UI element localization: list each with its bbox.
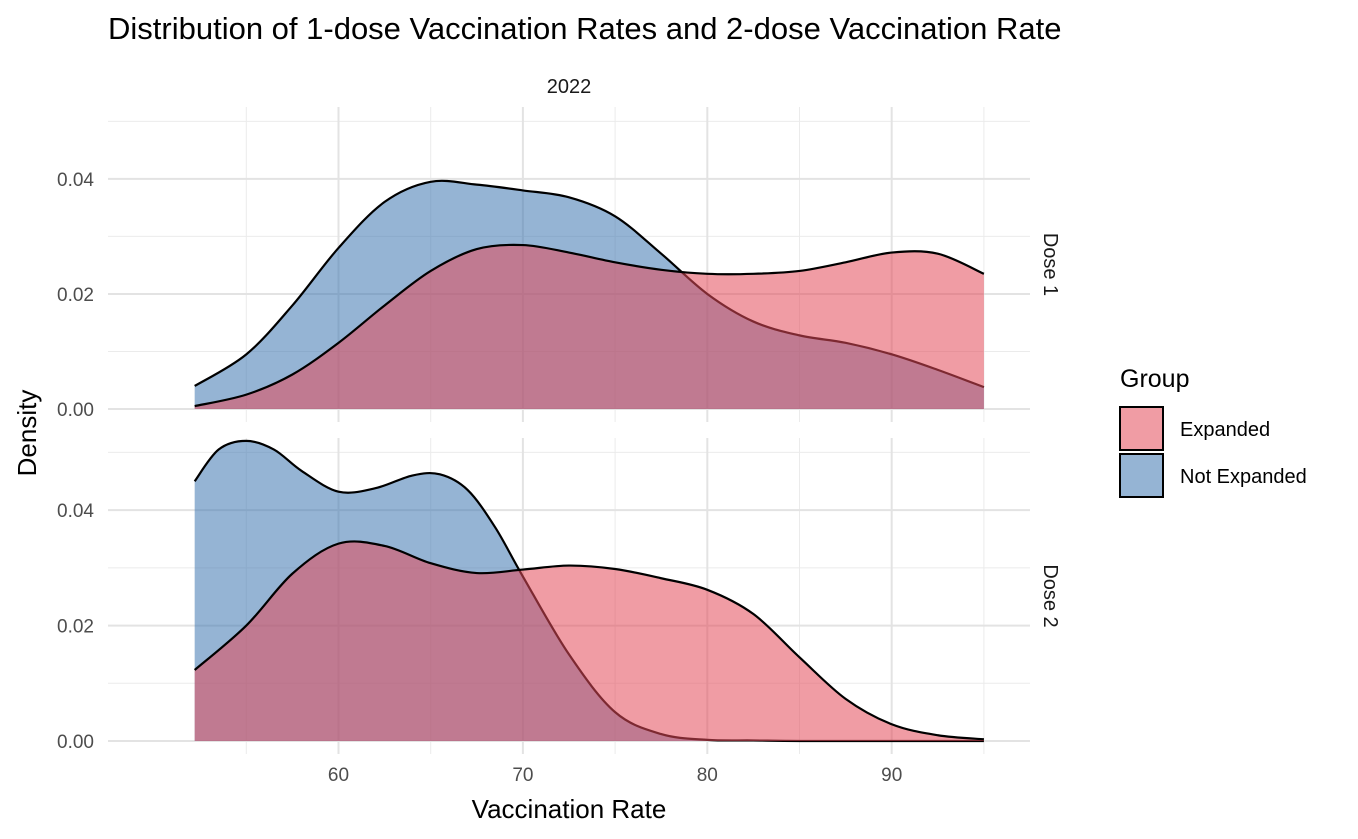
x-tick-label: 80 (697, 765, 718, 786)
y-tick-label: 0.04 (57, 170, 94, 191)
legend-label: Not Expanded (1180, 466, 1307, 488)
row-strip-label: Dose 2 (1039, 564, 1061, 627)
legend-title: Group (1120, 365, 1189, 393)
density-area-expanded (194, 244, 984, 409)
column-strip-label: 2022 (547, 76, 592, 98)
panel-2: 0.00 0.02 0.04 Dose 2 (57, 438, 1061, 754)
y-axis-title: Density (12, 390, 42, 477)
density-line-expanded (194, 243, 985, 408)
density-line-expanded (193, 540, 984, 741)
y-tick-label: 0.04 (57, 501, 94, 522)
y-tick-label: 0.02 (57, 285, 94, 306)
legend: Group Expanded Not Expanded (1119, 365, 1307, 498)
x-tick-label: 90 (881, 765, 902, 786)
legend-key-expanded (1119, 406, 1164, 451)
y-tick-label: 0.00 (57, 732, 94, 753)
density-area-expanded (194, 541, 984, 741)
chart-title: Distribution of 1-dose Vaccination Rates… (108, 11, 1062, 46)
panel-1: 0.00 0.02 0.04 Dose 1 (57, 107, 1061, 422)
x-axis-title: Vaccination Rate (472, 794, 667, 824)
x-tick-label: 70 (512, 765, 533, 786)
legend-label: Expanded (1180, 419, 1270, 441)
row-strip-label: Dose 1 (1039, 233, 1061, 296)
x-axis: 60 70 80 90 (328, 765, 902, 786)
facet-panels: 0.00 0.02 0.04 Dose 1 0.00 0.02 0.04 Dose 2 60 70… (57, 107, 1061, 786)
y-tick-label: 0.02 (57, 617, 94, 638)
x-tick-label: 60 (328, 765, 349, 786)
y-tick-label: 0.00 (57, 400, 94, 421)
legend-key-not-expanded (1119, 453, 1164, 498)
